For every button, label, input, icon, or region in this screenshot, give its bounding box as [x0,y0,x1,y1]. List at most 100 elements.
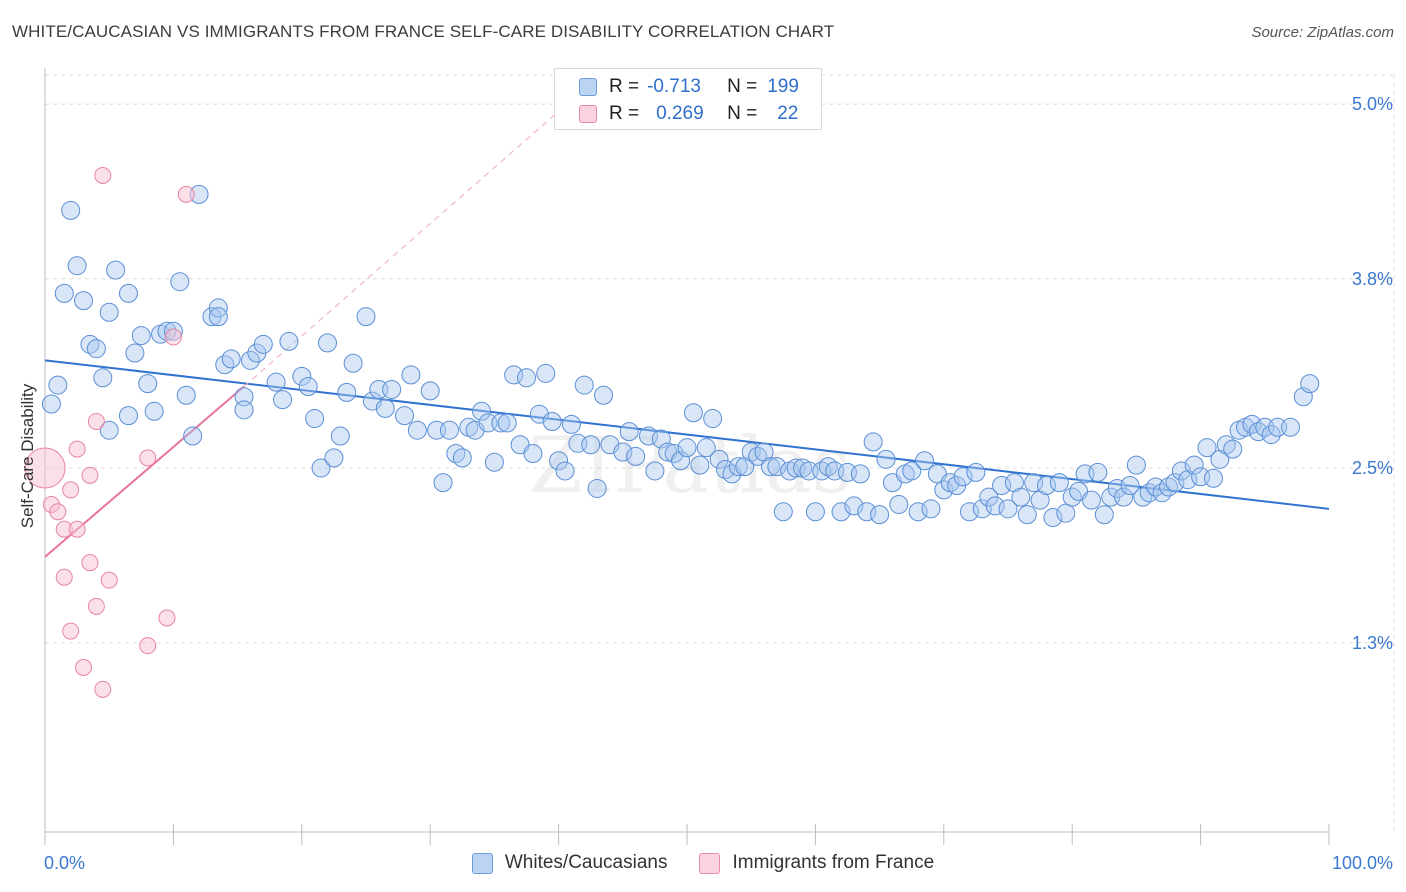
whites-point [966,462,986,482]
whites-point [420,381,440,401]
whites-point [735,457,755,477]
whites-point [183,426,203,446]
france-point [87,412,105,430]
whites-point [767,457,787,477]
whites-point [844,496,864,516]
whites-point [298,377,318,397]
france-point [177,185,195,203]
x-tick-label-max: 100.0% [1332,853,1393,873]
whites-point [555,461,575,481]
whites-point [728,457,748,477]
whites-point [497,413,517,433]
france-point [164,328,182,346]
legend-label-whites: Whites/Caucasians [504,852,668,873]
n-label: N = [727,75,758,97]
whites-point [125,343,145,363]
whites-point [1223,439,1243,459]
whites-point [536,363,556,383]
whites-point [972,499,992,519]
whites-point [1280,417,1300,437]
whites-point [574,375,594,395]
whites-point [876,449,896,469]
whites-point [1184,455,1204,475]
legend-label-france: Immigrants from France [732,852,935,873]
france-point [24,447,66,489]
whites-point [921,499,941,519]
whites-point [343,353,363,373]
whites-point [1011,487,1031,507]
whites-point [324,448,344,468]
whites-point [240,350,260,370]
whites-point [613,442,633,462]
france-point [62,622,80,640]
stats-row-france: R = 0.269 N = 22 [555,100,798,127]
france-point [81,554,99,572]
whites-trend-line [44,359,1330,510]
whites-point [234,400,254,420]
france-point [158,609,176,627]
whites-point [48,375,68,395]
whites-point [74,291,94,311]
whites-point [696,438,716,458]
whites-point [915,451,935,471]
whites-point [953,467,973,487]
whites-point [517,368,536,388]
france-point [68,520,86,538]
france-point [139,637,157,655]
whites-point [850,464,870,484]
whites-point [375,398,395,418]
r-label: R = [609,102,640,124]
whites-point [857,502,877,522]
france-n-value: 22 [777,102,799,124]
whites-point [484,452,504,472]
whites-point [1043,508,1063,528]
whites-point [786,458,806,478]
france-point [49,503,67,521]
whites-point [138,374,158,394]
france-trend-extension [243,110,559,387]
whites-point [67,256,87,276]
whites-point [561,414,581,434]
whites-point [311,458,331,478]
whites-point [1081,490,1101,510]
whites-point [273,390,293,410]
whites-point [985,496,1005,516]
whites-point [664,444,684,463]
whites-point [234,387,254,407]
whites-point [863,432,883,452]
chart-title: WHITE/CAUCASIAN VS IMMIGRANTS FROM FRANC… [12,22,835,41]
y-tick-label: 1.3% [1352,633,1393,653]
whites-point [1120,476,1140,496]
whites-point [703,409,723,429]
whites-swatch [579,77,597,96]
whites-point [382,379,402,399]
whites-point [1088,462,1108,482]
whites-point [1024,473,1044,493]
france-point [55,568,73,586]
whites-point [587,478,607,498]
whites-point [221,349,241,369]
whites-point [305,409,325,429]
stats-legend: R = -0.713 N = 199 R = 0.269 N = 22 [554,68,822,130]
whites-point [472,401,492,421]
whites-point [317,333,337,353]
whites-point [433,473,453,493]
whites-point [683,403,703,423]
whites-point [1094,505,1114,525]
whites-point [452,448,472,468]
whites-point [831,502,851,522]
whites-point [1037,476,1057,496]
whites-point [773,502,793,522]
whites-point [491,413,511,433]
whites-point [279,331,299,351]
whites-point [504,365,524,385]
france-point [94,680,112,698]
whites-point [677,438,697,458]
whites-point [337,382,357,402]
legend-item-whites: Whites/Caucasians [471,852,668,874]
whites-point [754,442,774,462]
whites-point [998,499,1018,519]
whites-point [1210,449,1230,469]
whites-point [99,302,119,322]
whites-point [1030,490,1050,510]
